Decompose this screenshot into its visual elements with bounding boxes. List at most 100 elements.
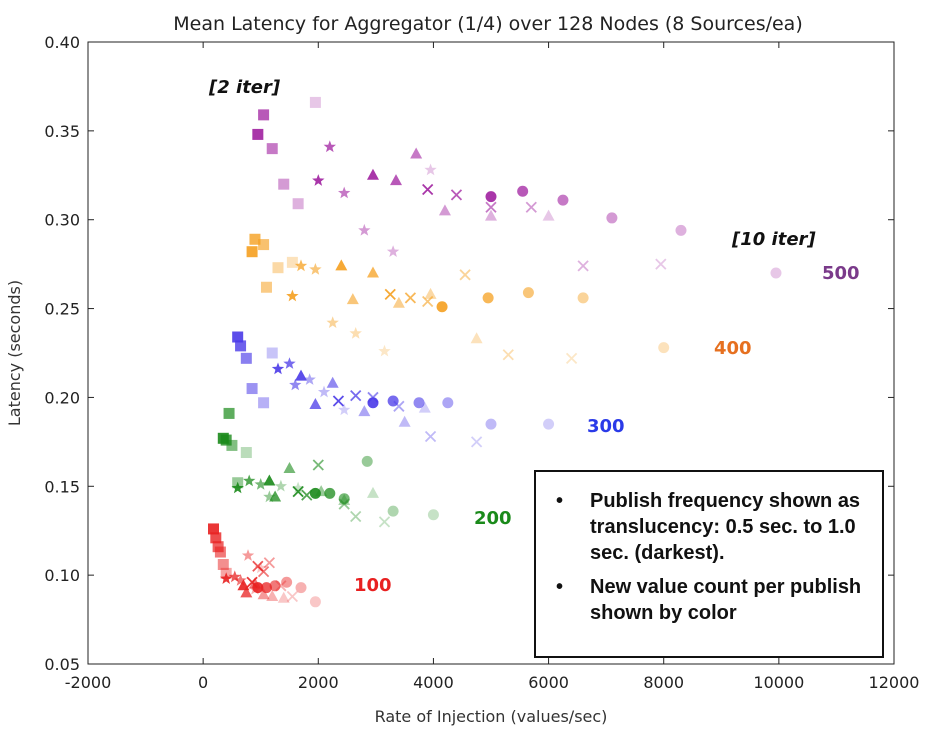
point-300-x [350, 390, 362, 402]
point-500-circle [485, 191, 497, 203]
point-400-triangle [470, 332, 483, 344]
x-tick-label: 6000 [528, 673, 569, 692]
point-200-circle [309, 487, 321, 499]
annotation-legend-box: • Publish frequency shown as translucenc… [534, 470, 884, 658]
point-400-circle [522, 287, 534, 299]
point-500-square [266, 143, 278, 155]
point-500-square [292, 198, 304, 210]
point-300-star [289, 378, 302, 391]
legend-text-color: New value count per publish shown by col… [590, 576, 862, 624]
x-tick-label: 8000 [643, 673, 684, 692]
point-300-triangle [326, 376, 339, 388]
point-500-square [278, 178, 290, 190]
point-300-triangle [398, 415, 411, 427]
y-tick-label: 0.05 [44, 655, 80, 674]
series-label-400: 400 [714, 338, 752, 359]
point-400-star [326, 316, 339, 328]
point-300-x [332, 395, 345, 407]
point-300-square [246, 383, 258, 395]
point-100-square [217, 558, 229, 570]
point-400-star [349, 327, 362, 339]
point-100-triangle [266, 589, 279, 601]
point-100-triangle [240, 586, 253, 598]
point-300-square [266, 347, 278, 359]
point-500-circle [675, 224, 687, 236]
annotation-2-iter: [2 iter] [208, 77, 281, 98]
point-500-square [258, 109, 270, 121]
point-400-square [272, 262, 284, 274]
point-200-x [350, 510, 362, 523]
x-tick-label: 4000 [413, 673, 454, 692]
point-300-square [240, 352, 252, 364]
point-500-star [323, 140, 336, 153]
point-300-star [317, 385, 331, 398]
y-axis: 0.05 0.10 0.15 0.20 0.25 0.30 0.35 0.40 [44, 33, 894, 674]
data-points [208, 96, 782, 608]
point-100-square [214, 546, 226, 558]
legend-item-color: • New value count per publish shown by c… [550, 574, 868, 626]
x-tick-label: 2000 [298, 673, 339, 692]
point-500-x [485, 201, 497, 213]
point-100-star [234, 574, 247, 586]
y-tick-label: 0.40 [44, 33, 80, 52]
point-200-x [312, 459, 324, 471]
point-100-circle [269, 580, 281, 592]
point-200-triangle [263, 474, 276, 486]
point-100-circle [260, 582, 272, 594]
point-200-circle [361, 455, 373, 467]
y-tick-label: 0.10 [44, 566, 80, 585]
point-300-square [258, 397, 270, 409]
point-200-triangle [283, 462, 296, 474]
point-500-circle [517, 185, 529, 197]
point-100-x [263, 557, 275, 569]
point-300-star [338, 403, 351, 416]
point-400-triangle [366, 266, 379, 278]
point-200-square [226, 439, 238, 451]
point-400-x [502, 349, 514, 361]
x-tick-label: 0 [198, 673, 208, 692]
x-axis: -2000 0 2000 4000 6000 8000 10000 12000 [65, 42, 920, 692]
point-100-x [257, 565, 270, 578]
point-100-triangle [277, 591, 290, 603]
point-400-x [384, 288, 396, 300]
point-400-x [404, 292, 417, 304]
legend-item-translucency: • Publish frequency shown as translucenc… [550, 488, 868, 566]
point-200-x [301, 489, 313, 501]
point-400-star [286, 289, 299, 302]
point-100-star [241, 549, 255, 561]
point-500-x [450, 189, 463, 201]
point-500-star [386, 245, 400, 257]
point-200-circle [338, 493, 350, 505]
point-200-star [243, 474, 256, 487]
point-300-circle [367, 397, 379, 409]
point-500-triangle [485, 209, 497, 221]
point-100-circle [281, 576, 293, 588]
x-tick-label: -2000 [65, 673, 112, 692]
point-400-x [422, 295, 434, 308]
point-100-triangle [257, 588, 270, 600]
point-300-square [235, 340, 247, 352]
point-200-square [223, 407, 235, 419]
point-200-x [378, 516, 391, 528]
point-300-circle [387, 395, 399, 407]
point-300-triangle [309, 398, 322, 410]
point-500-triangle [542, 209, 555, 221]
y-tick-label: 0.20 [44, 388, 80, 407]
point-400-circle [436, 301, 448, 313]
point-400-triangle [424, 287, 437, 299]
point-100-circle [295, 582, 307, 594]
x-tick-label: 12000 [869, 673, 920, 692]
point-300-triangle [358, 405, 371, 417]
y-axis-label: Latency (seconds) [5, 280, 24, 426]
point-200-square [220, 434, 232, 446]
point-500-square [252, 128, 264, 140]
series-label-300: 300 [587, 416, 625, 437]
point-500-x [655, 258, 667, 270]
point-100-star [228, 570, 241, 583]
point-500-x [577, 260, 589, 272]
point-400-triangle [335, 259, 348, 271]
point-400-circle [658, 342, 670, 354]
series-label-100: 100 [354, 575, 392, 596]
point-500-star [338, 186, 351, 199]
